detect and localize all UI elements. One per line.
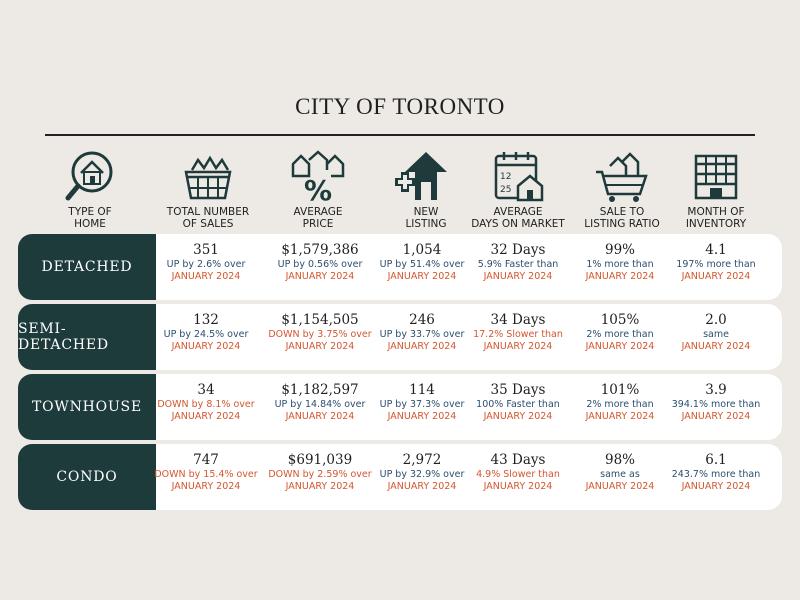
cell-total-sales: 747 DOWN by 15.4% over JANUARY 2024 [154, 452, 258, 492]
cell-average-price: $691,039 DOWN by 2.59% over JANUARY 2024 [268, 452, 372, 492]
header-average-price: % AVERAGE PRICE [270, 148, 366, 230]
table-row: TOWNHOUSE 34 DOWN by 8.1% over JANUARY 202… [18, 374, 782, 440]
table-row: DETACHED 351 UP by 2.6% over JANUARY 2024 … [18, 234, 782, 300]
header-month-of-inventory: MONTH OF INVENTORY [676, 148, 756, 230]
cell-new-listing: 1,054 UP by 51.4% over JANUARY 2024 [379, 242, 465, 282]
svg-text:25: 25 [500, 185, 511, 195]
svg-text:%: % [304, 174, 332, 204]
percent-houses-icon: % [291, 150, 345, 204]
cell-new-listing: 114 UP by 37.3% over JANUARY 2024 [379, 382, 465, 422]
header-days-on-market: 12 25 AVERAGE DAYS ON MARKET [466, 148, 570, 230]
header-new-listing: NEW LISTING [378, 148, 474, 230]
cell-days-on-market: 32 Days 5.9% Faster than JANUARY 2024 [477, 242, 559, 282]
cell-sale-to-listing: 98% same as JANUARY 2024 [585, 452, 655, 492]
header-sale-to-listing: SALE TO LISTING RATIO [572, 148, 672, 230]
cell-sale-to-listing: 105% 2% more than JANUARY 2024 [585, 312, 655, 352]
row-type-label: TOWNHOUSE [18, 374, 156, 440]
calendar-house-icon: 12 25 [494, 152, 544, 202]
svg-text:12: 12 [500, 172, 511, 182]
cell-sale-to-listing: 101% 2% more than JANUARY 2024 [585, 382, 655, 422]
cell-month-of-inventory: 2.0 same JANUARY 2024 [681, 312, 751, 352]
basket-of-houses-icon [184, 155, 232, 200]
header-type-of-home: TYPE OF HOME [50, 148, 130, 230]
row-type-label: DETACHED [18, 234, 156, 300]
cell-days-on-market: 34 Days 17.2% Slower than JANUARY 2024 [473, 312, 563, 352]
cell-days-on-market: 43 Days 4.9% Slower than JANUARY 2024 [476, 452, 560, 492]
cell-new-listing: 246 UP by 33.7% over JANUARY 2024 [379, 312, 465, 352]
building-inventory-icon [694, 154, 738, 200]
cell-total-sales: 351 UP by 2.6% over JANUARY 2024 [166, 242, 246, 282]
cell-total-sales: 132 UP by 24.5% over JANUARY 2024 [163, 312, 249, 352]
row-type-label: CONDO [18, 444, 156, 510]
cell-total-sales: 34 DOWN by 8.1% over JANUARY 2024 [157, 382, 255, 422]
title-divider [45, 134, 755, 136]
cell-days-on-market: 35 Days 100% Faster than JANUARY 2024 [476, 382, 560, 422]
cell-month-of-inventory: 4.1 197% more than JANUARY 2024 [676, 242, 756, 282]
cell-average-price: $1,154,505 DOWN by 3.75% over JANUARY 2024 [268, 312, 372, 352]
cell-month-of-inventory: 3.9 394.1% more than JANUARY 2024 [671, 382, 761, 422]
header-total-sales: TOTAL NUMBER OF SALES [160, 148, 256, 230]
cell-average-price: $1,579,386 UP by 0.56% over JANUARY 2024 [277, 242, 363, 282]
cell-new-listing: 2,972 UP by 32.9% over JANUARY 2024 [379, 452, 465, 492]
cell-month-of-inventory: 6.1 243.7% more than JANUARY 2024 [671, 452, 761, 492]
cell-average-price: $1,182,597 UP by 14.84% over JANUARY 2024 [274, 382, 366, 422]
cart-houses-icon [596, 152, 648, 202]
page-title: CITY OF TORONTO [295, 94, 505, 119]
row-type-label: SEMI-DETACHED [18, 304, 156, 370]
house-magnifier-icon [65, 151, 113, 201]
table-row: SEMI-DETACHED 132 UP by 24.5% over JANUARY… [18, 304, 782, 370]
table-row: CONDO 747 DOWN by 15.4% over JANUARY 2024 … [18, 444, 782, 510]
cell-sale-to-listing: 99% 1% more than JANUARY 2024 [585, 242, 655, 282]
new-listing-arrow-icon [395, 152, 447, 200]
